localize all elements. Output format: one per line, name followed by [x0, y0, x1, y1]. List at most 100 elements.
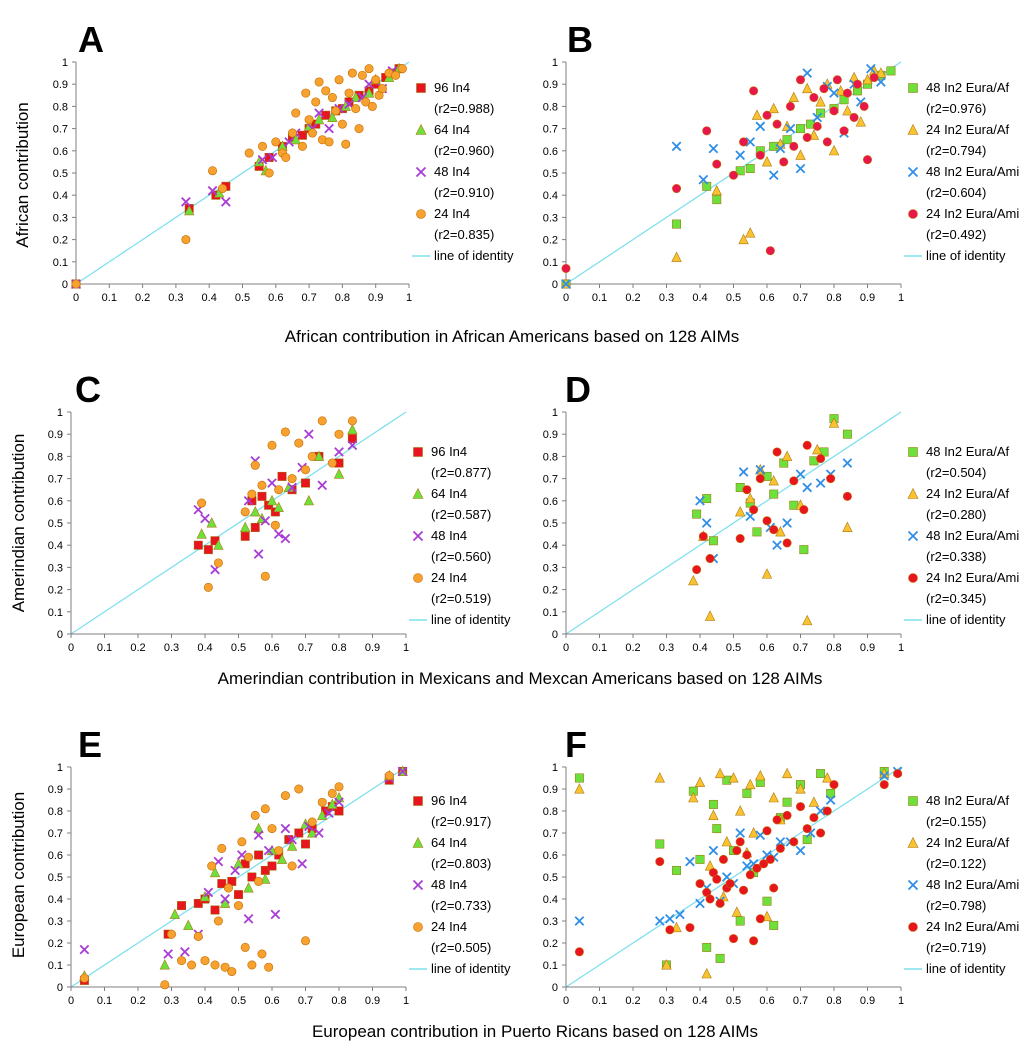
panel-f-point — [769, 920, 779, 930]
panel-b-xtick-label: 0.7 — [793, 292, 808, 304]
panel-a-legend: 96 In4 (r2=0.988) 64 In4 (r2=0.960) 48 In4 (r… — [412, 80, 514, 263]
panel-e-xtick-label: 0.1 — [97, 995, 112, 1007]
panel-e-legend-name-3: 48 In4 — [431, 877, 467, 892]
panel-c-point — [266, 494, 278, 506]
panel-b-point — [829, 106, 839, 116]
panel-f-point — [705, 894, 715, 904]
panel-b-point — [795, 75, 805, 85]
panel-f-xtick-label: 0.2 — [625, 995, 640, 1007]
panel-d-point — [742, 485, 752, 495]
panel-a-point — [347, 68, 357, 78]
panel-a-point — [331, 106, 341, 116]
panel-e-legend-name-4: 24 In4 — [431, 919, 467, 934]
panel-f-legend-marker-2 — [907, 836, 919, 848]
panel-b-point — [735, 166, 745, 176]
panel-e-point — [263, 845, 274, 856]
panel-b-point — [869, 73, 879, 83]
panel-f-point — [816, 769, 826, 779]
panel-e-point — [163, 949, 173, 959]
panel-d-identity-line — [565, 411, 902, 635]
panel-d-point — [769, 525, 779, 535]
panel-f-point — [728, 934, 738, 944]
panel-c-point — [203, 582, 213, 592]
panel-e-point — [234, 901, 244, 911]
panel-c-point — [253, 549, 264, 559]
panel-e-ytick-label: 0.9 — [48, 784, 63, 796]
panel-c-point — [347, 434, 357, 444]
panel-b-point — [849, 113, 859, 123]
panel-d-point — [828, 417, 840, 428]
panel-e-legend-r2-2: (r2=0.803) — [431, 856, 491, 871]
panel-labels-layer: A B C D E F — [75, 19, 593, 765]
panel-d-point — [755, 464, 766, 475]
panel-a-point — [301, 88, 311, 98]
panel-e-legend: 96 In4 (r2=0.917) 64 In4 (r2=0.803) 48 In4 (r… — [409, 793, 511, 976]
panel-e-point — [250, 810, 260, 820]
panel-b-legend-r2-2: (r2=0.794) — [926, 143, 986, 158]
panel-a-point — [181, 235, 191, 245]
panel-c-series-4 — [197, 416, 357, 592]
panel-d-ytick-label: 0.6 — [543, 496, 558, 508]
panel-b-ytick-label: 0.7 — [543, 124, 558, 136]
panel-d-xtick-label: 0 — [563, 642, 569, 654]
panel-f-ytick-label: 0.6 — [543, 850, 558, 862]
panel-f-point — [708, 845, 719, 856]
panel-e-point — [257, 949, 267, 959]
panel-f-point — [735, 805, 746, 816]
panel-f-point — [782, 810, 792, 820]
panel-e-point — [334, 797, 344, 808]
panel-a-ytick-label: 0.3 — [53, 212, 68, 224]
panel-b-point — [698, 174, 709, 185]
panel-b-point — [672, 219, 681, 229]
panel-f-xtick-label: 1 — [898, 995, 904, 1007]
panel-d-label: D — [565, 369, 591, 410]
panel-a-label: A — [78, 19, 104, 60]
panel-c-identity-line — [70, 411, 407, 635]
panel-e-point — [243, 882, 254, 893]
panel-b-point — [775, 143, 786, 154]
panel-b-ytick-label: 0.6 — [543, 146, 558, 158]
panel-e-label: E — [78, 724, 102, 765]
panel-c-xtick-label: 0.8 — [331, 642, 346, 654]
panel-f-point — [654, 772, 665, 783]
panel-d-point — [842, 429, 852, 439]
panel-a-point — [364, 64, 374, 74]
panel-f-point — [879, 780, 889, 790]
panel-e-point — [207, 861, 217, 871]
panel-b-point — [789, 141, 799, 151]
panel-c-xtick-label: 0.7 — [298, 642, 313, 654]
panel-e-point — [297, 858, 307, 869]
panel-e-point — [397, 766, 408, 777]
tick-labels-layer: 0 0.1 0.2 0.3 0.4 0.5 0.6 0.7 0.8 0.9 1 0 0.1 0.2 0.3 0… — [48, 57, 904, 1007]
panel-e-point — [220, 894, 230, 904]
panel-c-point — [334, 429, 344, 439]
panel-f-point — [654, 916, 665, 926]
panel-e-ytick-label: 0 — [57, 982, 63, 994]
panel-d-legend-marker-1 — [908, 447, 918, 457]
panel-c-xtick-label: 0.6 — [264, 642, 279, 654]
panel-f-legend-marker-3 — [907, 879, 919, 891]
panel-a-point — [311, 97, 321, 107]
panel-d-point — [782, 538, 792, 548]
panel-e-point — [301, 839, 310, 849]
panel-f-point — [759, 859, 769, 869]
panel-a-point — [208, 166, 218, 176]
panel-f-point — [795, 845, 806, 856]
panel-b-point — [671, 251, 682, 262]
panel-a-legend-r2-1: (r2=0.988) — [434, 101, 494, 116]
panel-a-point — [314, 108, 324, 118]
panel-b-ytick-label: 1 — [552, 57, 558, 69]
panel-b-point — [671, 141, 682, 152]
panel-a-xtick-label: 0.2 — [135, 292, 150, 304]
panel-b-legend-marker-4 — [908, 209, 918, 219]
panel-f-point — [574, 773, 584, 783]
panel-a-xtick-label: 0 — [73, 292, 79, 304]
panel-d-ytick-label: 0.4 — [543, 540, 558, 552]
panel-f-xtick-label: 0.9 — [860, 995, 875, 1007]
axes-layer — [67, 61, 902, 991]
panel-a-point — [341, 139, 351, 149]
panel-f-point — [745, 778, 756, 790]
panel-d-point — [769, 489, 779, 499]
panel-e-ytick-label: 0.5 — [48, 872, 63, 884]
panel-c-xtick-label: 1 — [403, 642, 409, 654]
